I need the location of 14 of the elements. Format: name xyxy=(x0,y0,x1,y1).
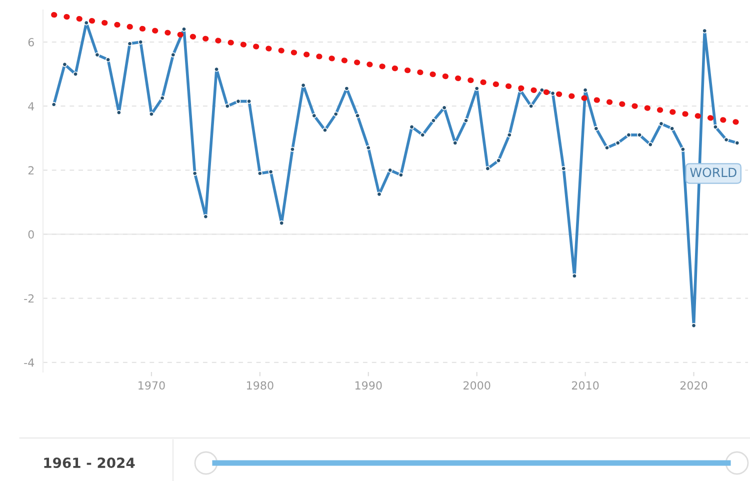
y-tick-label: 6 xyxy=(28,38,34,46)
y-tick-label: -4 xyxy=(24,358,34,367)
x-tick-label: 2010 xyxy=(572,381,599,390)
x-tick-label: 2000 xyxy=(464,381,490,390)
x-tick-label: 1980 xyxy=(247,381,274,390)
y-tick-label: -2 xyxy=(24,294,34,303)
series-label: WORLD xyxy=(690,168,736,178)
x-tick-label: 1970 xyxy=(138,381,165,390)
y-tick-label: 2 xyxy=(28,166,34,174)
x-tick-label: 2020 xyxy=(680,381,708,390)
x-tick-label: 1990 xyxy=(355,381,382,390)
y-tick-label: 0 xyxy=(28,230,34,239)
y-tick-label: 4 xyxy=(28,102,34,110)
text: 1961 - 2024 xyxy=(44,458,135,468)
